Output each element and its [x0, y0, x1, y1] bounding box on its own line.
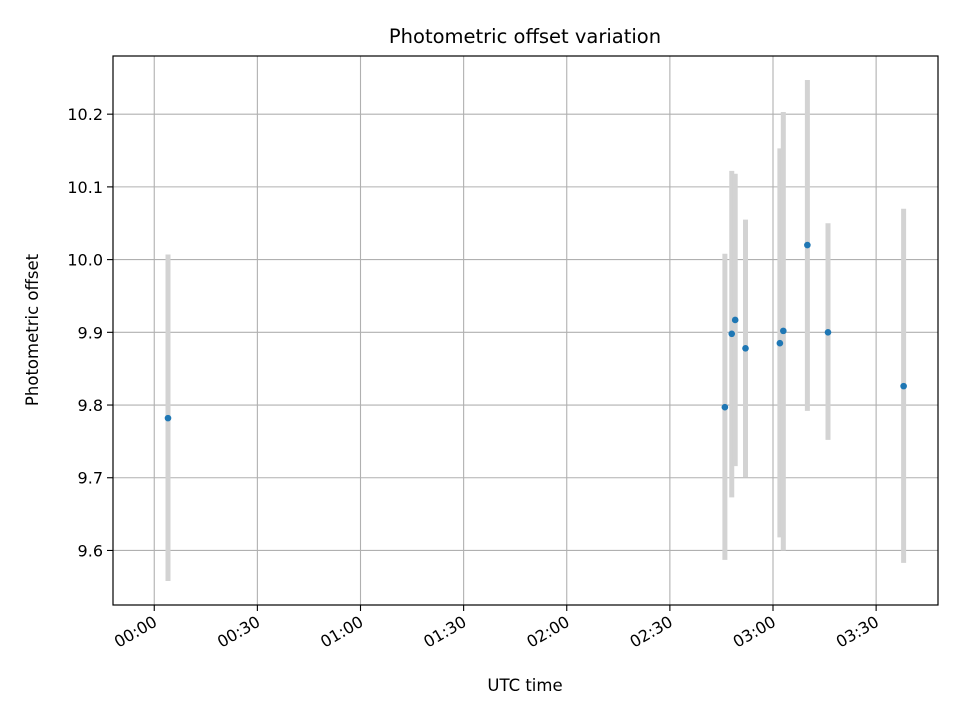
data-point	[824, 329, 832, 336]
y-tick-label: 9.6	[78, 541, 103, 560]
data-point	[731, 316, 739, 324]
y-tick-label: 10.2	[67, 105, 103, 124]
plot-area-frame	[112, 55, 939, 606]
y-tick-label: 10.1	[67, 178, 103, 197]
data-point	[742, 345, 749, 352]
y-tick-label: 9.7	[78, 469, 103, 488]
y-tick-label: 9.9	[78, 323, 103, 342]
data-point	[900, 382, 907, 390]
y-axis-label: Photometric offset	[23, 253, 42, 406]
data-point	[164, 414, 172, 422]
data-point	[780, 327, 787, 335]
y-axis-ticks: 9.6 9.7 9.8 9.9 10.0 10.1 10.2	[67, 105, 113, 560]
data-points	[164, 241, 907, 422]
data-point	[721, 403, 729, 411]
y-tick-label: 9.8	[78, 396, 103, 415]
y-tick-label: 10.0	[67, 251, 103, 270]
grid	[113, 56, 938, 605]
data-point	[776, 339, 784, 347]
chart-title: Photometric offset variation	[389, 25, 661, 48]
data-point	[804, 241, 811, 249]
data-point	[728, 330, 736, 338]
x-axis-label: UTC time	[487, 676, 562, 695]
